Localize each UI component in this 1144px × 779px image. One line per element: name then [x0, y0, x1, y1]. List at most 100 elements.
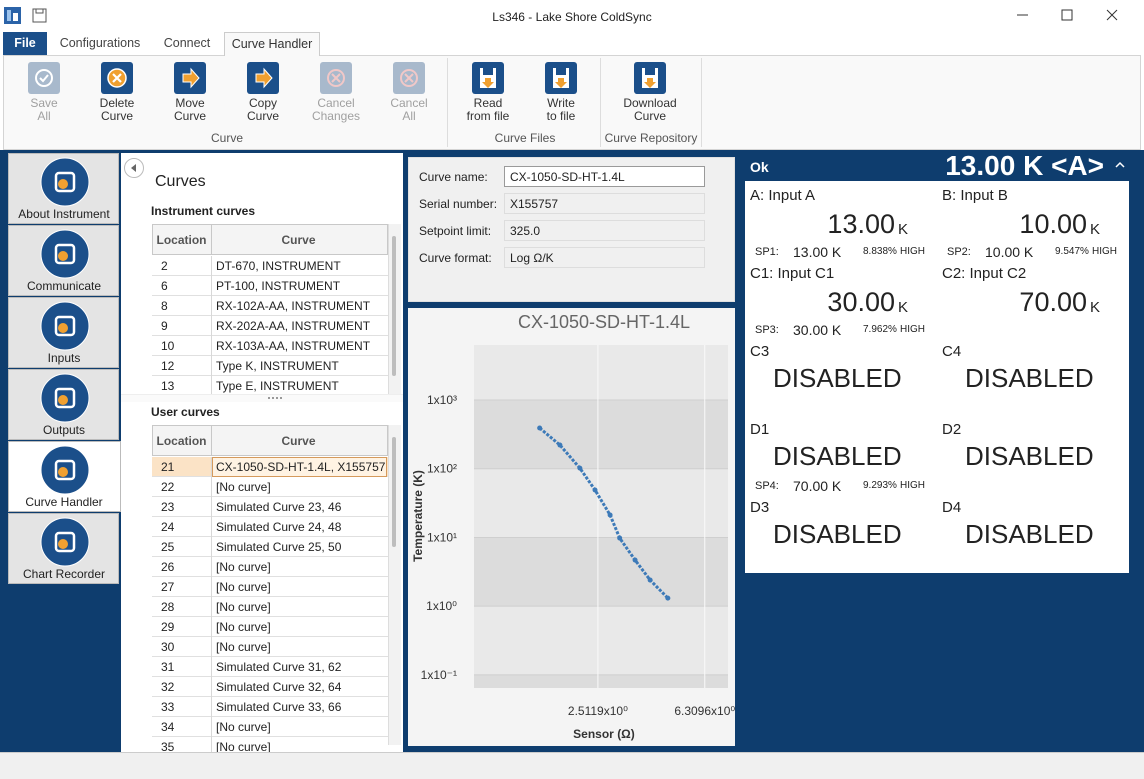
- field-value[interactable]: CX-1050-SD-HT-1.4L: [504, 166, 705, 187]
- ribbon-tab[interactable]: File: [3, 32, 47, 56]
- table-row[interactable]: 32 Simulated Curve 32, 64: [152, 677, 388, 697]
- table-row[interactable]: 8 RX-102A-AA, INSTRUMENT: [152, 296, 388, 316]
- nav-item[interactable]: Communicate: [8, 225, 119, 296]
- reading-value: DISABLED: [773, 519, 902, 549]
- collapse-caret[interactable]: [1113, 158, 1127, 170]
- setpoint-value: 13.00 K: [793, 244, 842, 260]
- nav-label: Curve Handler: [25, 495, 103, 509]
- setpoint-output: 9.547%: [1055, 246, 1089, 257]
- table-header: [152, 224, 388, 255]
- reading-unit: K: [1090, 299, 1101, 316]
- nav-icon-graphic: [40, 229, 90, 279]
- cell-separator: [211, 457, 212, 477]
- table-row[interactable]: 23 Simulated Curve 23, 46: [152, 497, 388, 517]
- nav-label: About Instrument: [18, 207, 110, 221]
- nav-item[interactable]: Outputs: [8, 369, 119, 440]
- location-cell: 34: [161, 720, 175, 734]
- field-value: Log Ω/K: [504, 247, 705, 268]
- readings-panel: A: Input A 13.00 K SP1: 13.00 K 8.838% HIGH B: …: [745, 181, 1129, 573]
- table-row[interactable]: 30 [No curve]: [152, 637, 388, 657]
- ribbon-icon-graphic: [101, 62, 133, 94]
- reading-label: C3: [750, 343, 770, 360]
- data-point: [607, 512, 613, 518]
- location-cell: 31: [161, 660, 175, 674]
- table-row[interactable]: 2 DT-670, INSTRUMENT: [152, 256, 388, 276]
- ribbon-button[interactable]: Delete Curve: [83, 58, 151, 124]
- ribbon-icon-glyph: [553, 68, 569, 88]
- ribbon-button[interactable]: Read from file: [454, 58, 522, 124]
- table-row[interactable]: 33 Simulated Curve 33, 66: [152, 697, 388, 717]
- scrollbar: [388, 425, 401, 745]
- table-row[interactable]: 29 [No curve]: [152, 617, 388, 637]
- table-row[interactable]: 13 Type E, INSTRUMENT: [152, 376, 388, 396]
- nav-icon-glyph: [54, 243, 76, 265]
- table-row[interactable]: 35 [No curve]: [152, 737, 388, 752]
- ribbon-icon-graphic: [472, 62, 504, 94]
- column-header: Location: [156, 434, 207, 448]
- curves-panel: Curves Instrument curves Location Curve 2 DT-…: [121, 153, 403, 752]
- data-point: [617, 535, 623, 541]
- data-point: [557, 442, 563, 448]
- setpoint-value: 10.00 K: [985, 244, 1034, 260]
- collapse-arrow: [131, 164, 136, 172]
- location-cell: 27: [161, 580, 175, 594]
- curve-cell: Simulated Curve 24, 48: [216, 520, 342, 534]
- table-row[interactable]: 22 [No curve]: [152, 477, 388, 497]
- close-button[interactable]: [1106, 9, 1118, 21]
- column-header: Curve: [281, 434, 316, 448]
- table-row[interactable]: 34 [No curve]: [152, 717, 388, 737]
- ribbon-icon: [247, 62, 279, 94]
- window-controls[interactable]: [1005, 4, 1130, 26]
- setpoint-value: 30.00 K: [793, 322, 842, 338]
- table-row[interactable]: 25 Simulated Curve 25, 50: [152, 537, 388, 557]
- nav-item[interactable]: Inputs: [8, 297, 119, 368]
- table-row[interactable]: 10 RX-103A-AA, INSTRUMENT: [152, 336, 388, 356]
- nav-icon-accent: [58, 395, 68, 405]
- curve-cell: [No curve]: [216, 580, 271, 594]
- table-row[interactable]: 6 PT-100, INSTRUMENT: [152, 276, 388, 296]
- nav-item[interactable]: Chart Recorder: [8, 513, 119, 584]
- ribbon-tab[interactable]: Configurations: [59, 36, 141, 50]
- y-tick-label: 1x10¹: [427, 530, 457, 544]
- ribbon-button[interactable]: Download Curve: [616, 58, 684, 124]
- curve-cell: PT-100, INSTRUMENT: [216, 279, 341, 293]
- nav-item[interactable]: About Instrument: [8, 153, 119, 224]
- table-row[interactable]: 31 Simulated Curve 31, 62: [152, 657, 388, 677]
- selected-cell: [212, 457, 387, 477]
- scrollbar-thumb: [392, 236, 396, 376]
- ribbon-button[interactable]: Move Curve: [156, 58, 224, 124]
- nav-item[interactable]: Curve Handler: [8, 441, 121, 512]
- maximize-button[interactable]: [1061, 9, 1073, 21]
- setpoint-mode: HIGH: [900, 246, 925, 257]
- data-point: [577, 465, 583, 471]
- nav-label: Outputs: [42, 423, 86, 437]
- location-cell: 12: [161, 359, 175, 373]
- table-row[interactable]: 12 Type K, INSTRUMENT: [152, 356, 388, 376]
- caret-graphic: [1115, 161, 1125, 168]
- table-row[interactable]: 24 Simulated Curve 24, 48: [152, 517, 388, 537]
- table-row[interactable]: 26 [No curve]: [152, 557, 388, 577]
- cell-separator: [211, 517, 212, 537]
- section-label: User curves: [151, 405, 220, 419]
- table-row[interactable]: 9 RX-202A-AA, INSTRUMENT: [152, 316, 388, 336]
- ribbon-tab[interactable]: Connect: [163, 36, 211, 50]
- y-tick-label: 1x10³: [427, 393, 457, 407]
- ribbon-icon-glyph: [35, 69, 53, 87]
- ribbon-button-label: Curve: [633, 109, 666, 123]
- setpoint-label: SP3:: [755, 324, 779, 336]
- ribbon-button-label: Changes: [311, 109, 361, 123]
- x-axis-label: Sensor (Ω): [573, 727, 635, 741]
- location-cell: 35: [161, 740, 175, 752]
- table-row[interactable]: 21 CX-1050-SD-HT-1.4L, X155757: [152, 457, 388, 477]
- ribbon-button[interactable]: Write to file: [527, 58, 595, 124]
- data-point: [647, 577, 653, 583]
- table-row[interactable]: 27 [No curve]: [152, 577, 388, 597]
- setpoint-output: 9.293%: [863, 480, 897, 491]
- collapse-button[interactable]: [124, 158, 144, 178]
- table-row[interactable]: 28 [No curve]: [152, 597, 388, 617]
- ribbon-button[interactable]: Copy Curve: [229, 58, 297, 124]
- ribbon-tab[interactable]: Curve Handler: [224, 32, 320, 56]
- nav-icon-accent: [58, 323, 68, 333]
- curve-cell: [No curve]: [216, 480, 271, 494]
- ribbon-icon-graphic: [320, 62, 352, 94]
